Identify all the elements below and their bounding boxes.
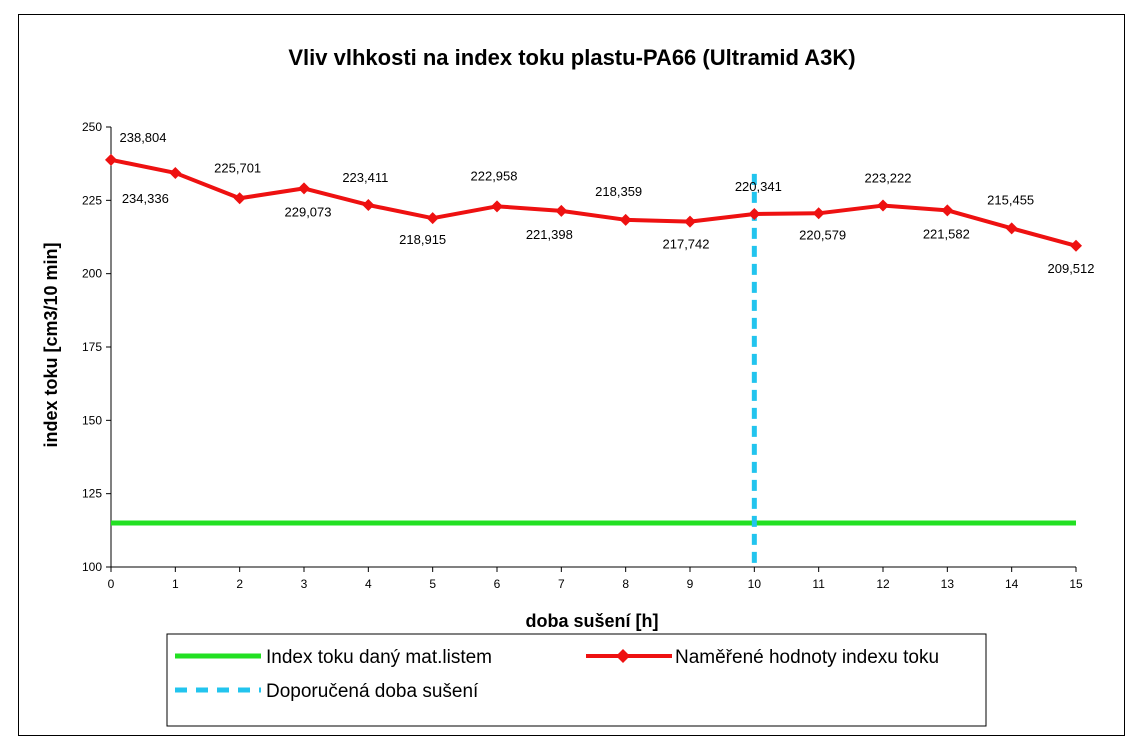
data-point — [105, 153, 117, 166]
data-point — [941, 204, 954, 217]
data-label: 220,579 — [799, 227, 846, 242]
data-label: 229,073 — [285, 204, 332, 219]
data-point — [298, 182, 310, 195]
data-label: 234,336 — [122, 191, 169, 206]
data-point — [491, 200, 503, 213]
legend-marker-namerene-hodnoty — [616, 649, 630, 663]
x-tick-label: 5 — [429, 577, 436, 591]
data-point — [684, 215, 696, 228]
x-tick-label: 6 — [494, 577, 501, 591]
data-point — [1005, 222, 1018, 235]
x-tick-label: 2 — [236, 577, 243, 591]
data-label: 218,915 — [399, 232, 446, 247]
y-tick-label: 150 — [82, 413, 102, 427]
legend-label-doporucena-doba-suseni: Doporučená doba sušení — [266, 681, 479, 702]
x-tick-label: 11 — [812, 577, 825, 591]
x-tick-label: 0 — [108, 577, 115, 591]
x-tick-label: 10 — [748, 577, 762, 591]
legend-label-namerene-hodnoty: Naměřené hodnoty indexu toku — [675, 647, 939, 668]
y-tick-label: 225 — [82, 193, 102, 207]
chart-frame: Vliv vlhkosti na index toku plastu-PA66 … — [18, 14, 1125, 736]
data-label: 238,804 — [120, 130, 167, 145]
legend-label-index-toku-mat-list: Index toku daný mat.listem — [266, 647, 492, 668]
x-tick-label: 7 — [558, 577, 565, 591]
x-tick-label: 15 — [1069, 577, 1083, 591]
x-tick-label: 3 — [301, 577, 308, 591]
y-tick-label: 125 — [82, 487, 102, 501]
x-axis-label: doba sušení [h] — [525, 611, 658, 631]
data-label: 215,455 — [987, 192, 1034, 207]
data-point — [555, 204, 568, 217]
data-label: 218,359 — [595, 184, 642, 199]
data-label: 221,398 — [526, 227, 573, 242]
x-tick-label: 1 — [172, 577, 179, 591]
data-point — [877, 199, 889, 212]
y-tick-label: 100 — [82, 560, 102, 574]
legend-box — [166, 633, 987, 727]
data-label: 223,222 — [865, 171, 912, 186]
data-label: 220,341 — [735, 179, 782, 194]
chart-title: Vliv vlhkosti na index toku plastu-PA66 … — [288, 45, 855, 70]
data-point — [362, 198, 375, 211]
y-tick-label: 200 — [82, 267, 102, 281]
data-label: 223,411 — [342, 170, 388, 185]
data-point — [169, 166, 182, 179]
x-tick-label: 14 — [1005, 577, 1019, 591]
y-tick-label: 175 — [82, 340, 102, 354]
data-point — [619, 213, 632, 226]
data-label: 221,582 — [923, 226, 970, 241]
data-point — [1070, 239, 1082, 252]
data-point — [748, 207, 761, 220]
data-point — [233, 192, 246, 205]
data-label: 222,958 — [471, 168, 518, 183]
series-line-namerene-hodnoty — [110, 157, 1077, 248]
x-tick-label: 4 — [365, 577, 372, 591]
data-label: 209,512 — [1048, 261, 1095, 276]
x-tick-label: 8 — [622, 577, 629, 591]
y-axis-label: index toku [cm3/10 min] — [41, 242, 61, 447]
data-point — [812, 207, 825, 220]
chart: Vliv vlhkosti na index toku plastu-PA66 … — [41, 45, 1095, 727]
data-point — [426, 212, 439, 225]
data-label: 217,742 — [663, 237, 710, 252]
x-tick-label: 12 — [876, 577, 890, 591]
x-tick-label: 13 — [941, 577, 955, 591]
data-label: 225,701 — [214, 160, 261, 175]
y-tick-label: 250 — [82, 120, 102, 134]
x-tick-label: 9 — [687, 577, 694, 591]
